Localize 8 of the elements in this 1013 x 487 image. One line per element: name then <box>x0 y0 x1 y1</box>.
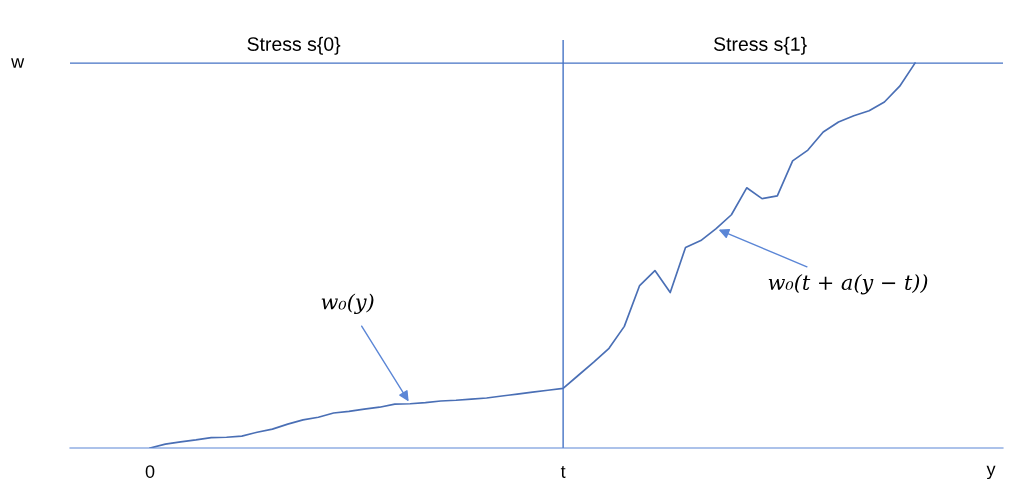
x-tick-label: t <box>560 466 566 478</box>
annotation: w₀(t + a(y − t)) <box>768 273 928 295</box>
text: Stress s{1} <box>713 36 807 55</box>
annotation: w₀(y) <box>321 293 374 314</box>
x-tick-label: 0 <box>145 465 155 478</box>
ref-line-label: w <box>11 58 25 68</box>
text: Stress s{0} <box>247 36 341 55</box>
x-axis-title: y <box>986 465 996 480</box>
